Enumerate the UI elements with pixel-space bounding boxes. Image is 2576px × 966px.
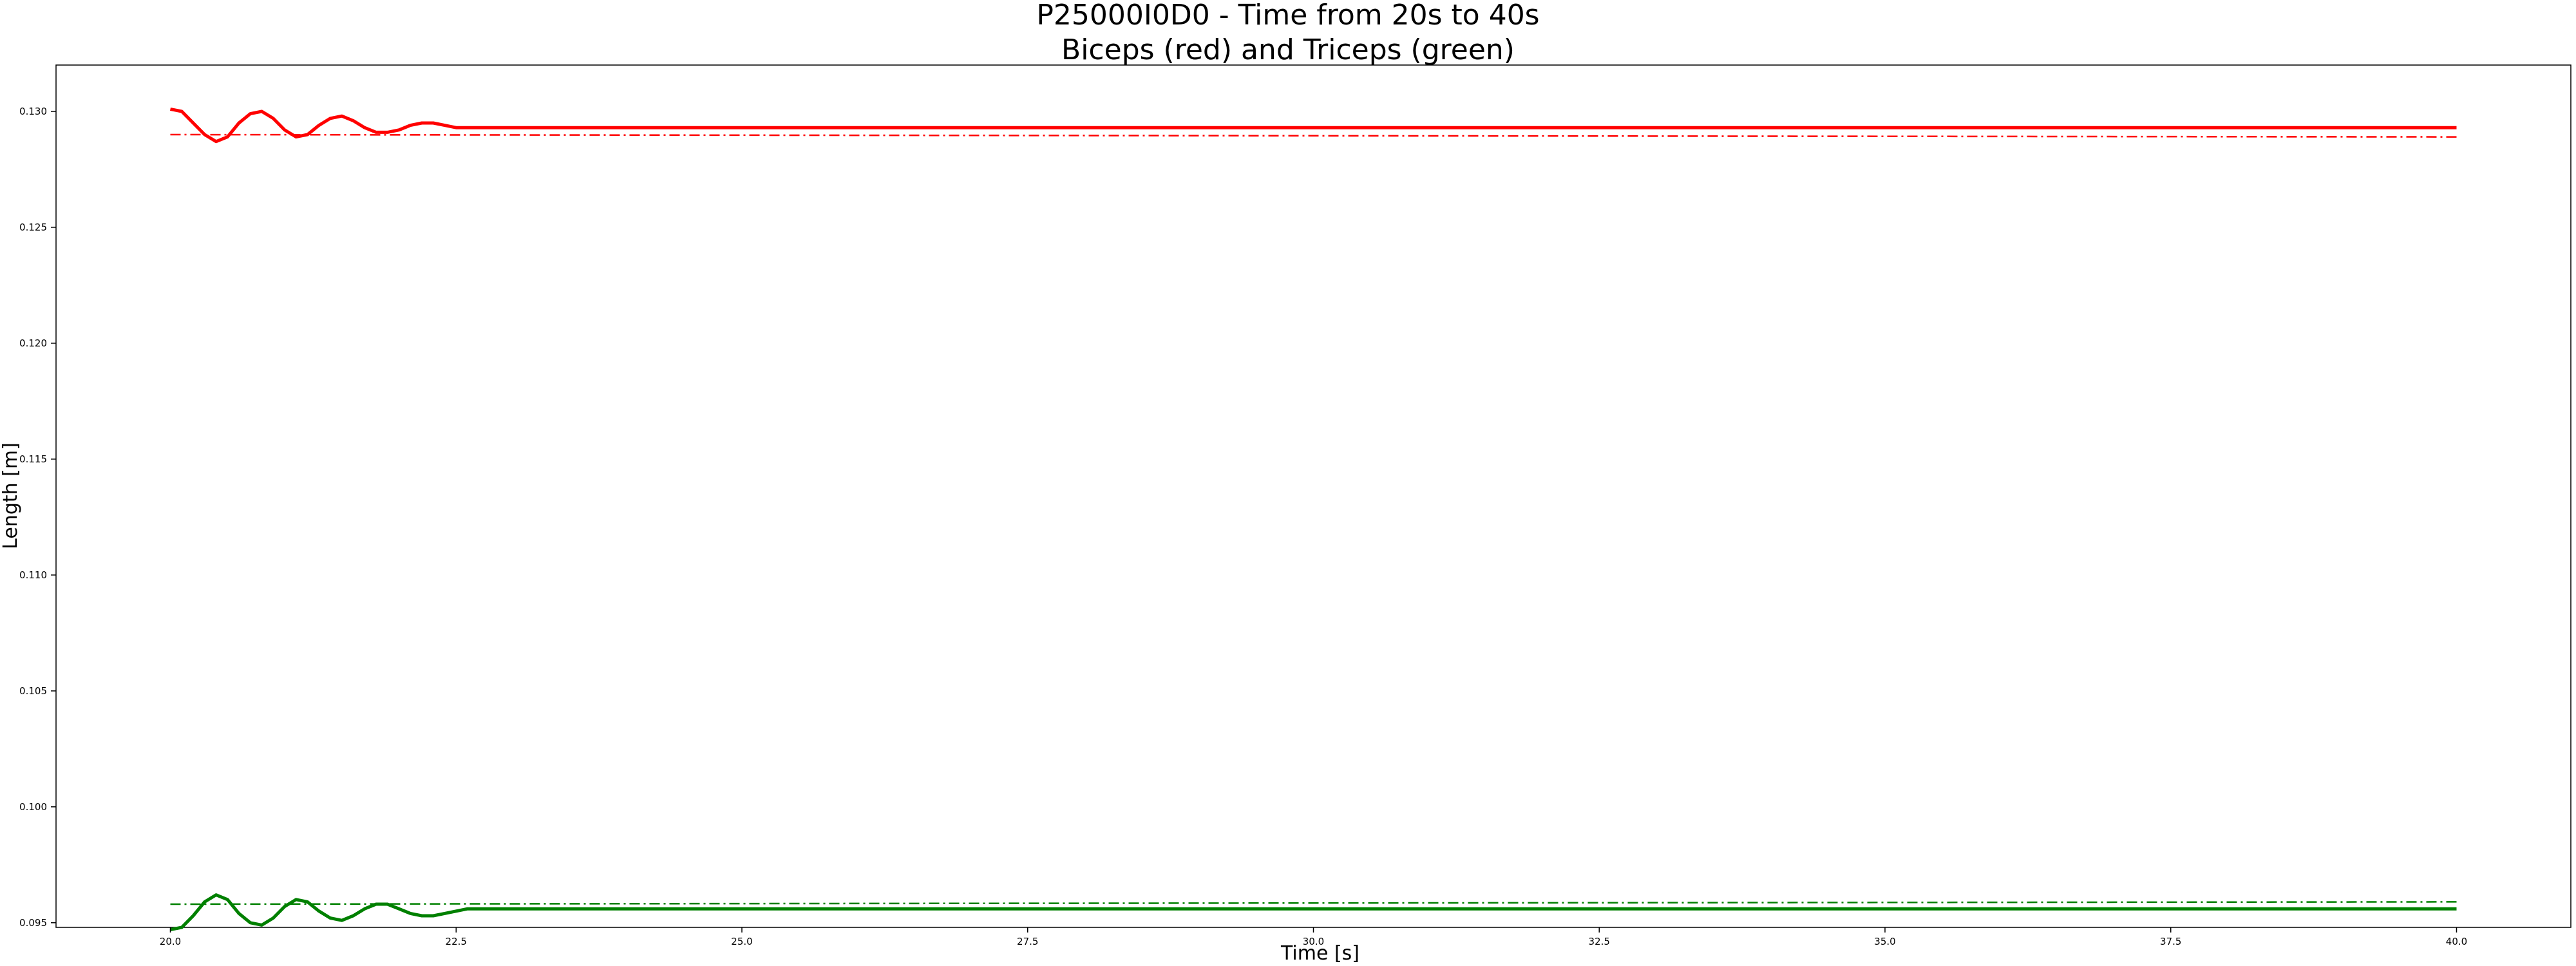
series-line-2	[170, 893, 2457, 932]
series-line-3	[170, 901, 2457, 905]
x-tick-label: 25.0	[731, 936, 752, 947]
x-axis-label: Time [s]	[1280, 942, 1359, 965]
x-tick-label: 40.0	[2446, 936, 2467, 947]
x-axis-ticks: 20.0 22.5 25.0 27.5 30.0 32.5 35.0 37.5 40.0	[160, 927, 2467, 947]
y-tick-label: 0.130	[19, 106, 47, 117]
y-tick-label: 0.120	[19, 337, 47, 349]
x-tick-label: 20.0	[160, 936, 181, 947]
y-tick-label: 0.095	[19, 917, 47, 929]
series-line-0	[170, 107, 2457, 144]
y-tick-label: 0.110	[19, 569, 47, 581]
y-tick-label: 0.115	[19, 453, 47, 465]
chart-subtitle: Biceps (red) and Triceps (green)	[1061, 33, 1515, 66]
x-tick-label: 30.0	[1303, 936, 1324, 947]
x-tick-label: 32.5	[1589, 936, 1610, 947]
y-axis-ticks: 0.095 0.100 0.105 0.110 0.115 0.120 0.125 0.130	[19, 106, 56, 929]
x-tick-label: 27.5	[1017, 936, 1038, 947]
chart-title: P25000I0D0 - Time from 20s to 40s	[1036, 0, 1539, 32]
x-tick-label: 35.0	[1874, 936, 1895, 947]
y-tick-label: 0.125	[19, 222, 47, 233]
x-tick-label: 37.5	[2160, 936, 2181, 947]
y-tick-label: 0.105	[19, 685, 47, 697]
x-tick-label: 22.5	[446, 936, 467, 947]
series-layer	[170, 107, 2457, 932]
series-line-1	[170, 133, 2457, 138]
y-axis-label: Length [m]	[0, 442, 22, 549]
y-tick-label: 0.100	[19, 801, 47, 813]
